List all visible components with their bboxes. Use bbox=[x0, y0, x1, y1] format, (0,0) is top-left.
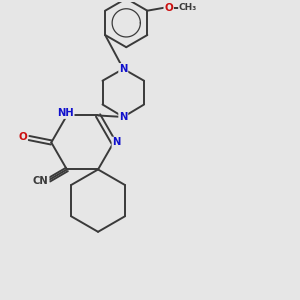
Text: O: O bbox=[164, 3, 173, 13]
Text: CN: CN bbox=[33, 176, 49, 186]
Text: CH₃: CH₃ bbox=[179, 3, 197, 12]
Text: N: N bbox=[119, 64, 128, 74]
Text: NH: NH bbox=[57, 108, 74, 118]
Text: N: N bbox=[119, 112, 128, 122]
Text: N: N bbox=[112, 137, 121, 148]
Text: O: O bbox=[18, 131, 27, 142]
